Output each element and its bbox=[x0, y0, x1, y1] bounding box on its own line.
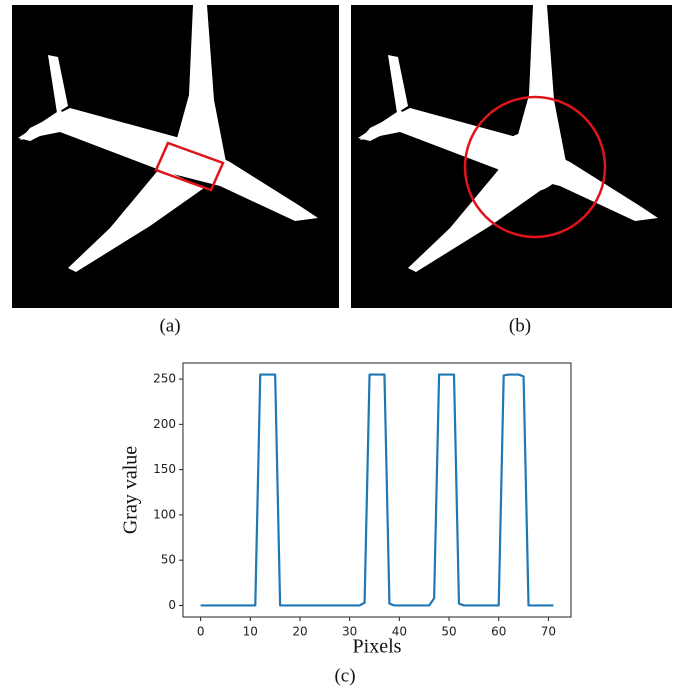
x-tick-label: 20 bbox=[292, 625, 307, 639]
x-tick-label: 70 bbox=[541, 625, 556, 639]
y-axis-label: Gray value bbox=[120, 446, 142, 534]
x-tick-label: 60 bbox=[491, 625, 506, 639]
caption: (b) bbox=[509, 315, 531, 336]
x-tick-label: 50 bbox=[441, 625, 456, 639]
data-line bbox=[200, 373, 554, 607]
y-tick-label: 200 bbox=[153, 417, 176, 431]
y-tick-label: 150 bbox=[153, 462, 176, 476]
x-tick-label: 10 bbox=[243, 625, 258, 639]
y-tick-label: 50 bbox=[161, 553, 176, 567]
panel-a bbox=[12, 5, 339, 308]
caption: (a) bbox=[159, 315, 180, 336]
x-tick-label: 40 bbox=[392, 625, 407, 639]
x-tick-label: 0 bbox=[197, 625, 205, 639]
x-axis-label: Pixels bbox=[353, 636, 402, 658]
merged-body bbox=[497, 132, 563, 192]
red-box bbox=[154, 141, 225, 192]
red-circle bbox=[463, 95, 607, 239]
x-tick-label: 30 bbox=[342, 625, 357, 639]
panel-b bbox=[351, 5, 672, 308]
y-tick-label: 100 bbox=[153, 507, 176, 521]
caption: (c) bbox=[334, 665, 355, 686]
plot-frame bbox=[182, 362, 572, 618]
y-tick-label: 250 bbox=[153, 372, 176, 386]
y-tick-label: 0 bbox=[168, 598, 176, 612]
